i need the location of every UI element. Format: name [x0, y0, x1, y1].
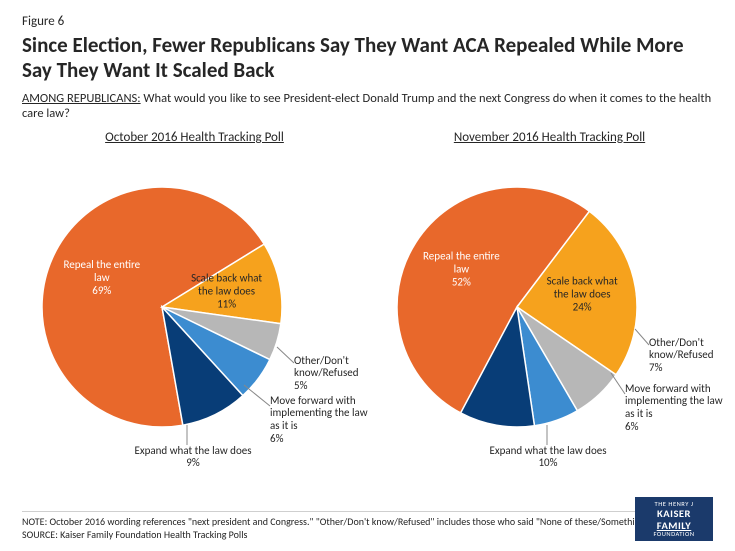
- kff-line4: FOUNDATION: [639, 531, 709, 538]
- chart-title: Since Election, Fewer Republicans Say Th…: [22, 33, 713, 83]
- ext-label-moveforward: Move forward withimplementing the lawas …: [270, 395, 380, 446]
- footer-divider: [22, 511, 713, 512]
- footer: NOTE: October 2016 wording references "n…: [22, 511, 713, 541]
- leader-line-other: [635, 329, 649, 345]
- question-lead: AMONG REPUBLICANS:: [22, 91, 141, 106]
- ext-label-other: Other/Don'tknow/Refused7%: [649, 337, 735, 375]
- pie-chart-november: Repeal the entirelaw52%Scale back whatth…: [377, 147, 722, 457]
- leader-line-other: [277, 347, 294, 363]
- source-text: SOURCE: Kaiser Family Foundation Health …: [22, 529, 713, 542]
- leader-line-moveforward: [244, 385, 270, 406]
- ext-label-expand: Expand what the law does10%: [463, 445, 633, 470]
- pie-chart-october: Repeal the entirelaw69%Scale back whatth…: [22, 147, 367, 457]
- ext-label-expand: Expand what the law does9%: [108, 445, 278, 470]
- chart-col-october: October 2016 Health Tracking Poll Repeal…: [22, 130, 367, 460]
- kff-logo: THE HENRY J KAISER FAMILY FOUNDATION: [635, 497, 713, 541]
- kff-line2: KAISER: [639, 508, 709, 520]
- footnote: NOTE: October 2016 wording references "n…: [22, 516, 713, 529]
- leader-line-moveforward: [611, 373, 625, 394]
- figure-label: Figure 6: [22, 14, 713, 29]
- chart-col-november: November 2016 Health Tracking Poll Repea…: [377, 130, 722, 460]
- ext-label-other: Other/Don'tknow/Refused5%: [294, 355, 384, 393]
- charts-row: October 2016 Health Tracking Poll Repeal…: [22, 130, 713, 460]
- chart-subtitle-november: November 2016 Health Tracking Poll: [377, 130, 722, 145]
- chart-subtitle-october: October 2016 Health Tracking Poll: [22, 130, 367, 145]
- question-text: AMONG REPUBLICANS: What would you like t…: [22, 91, 713, 122]
- ext-label-moveforward: Move forward withimplementing the lawas …: [625, 383, 735, 434]
